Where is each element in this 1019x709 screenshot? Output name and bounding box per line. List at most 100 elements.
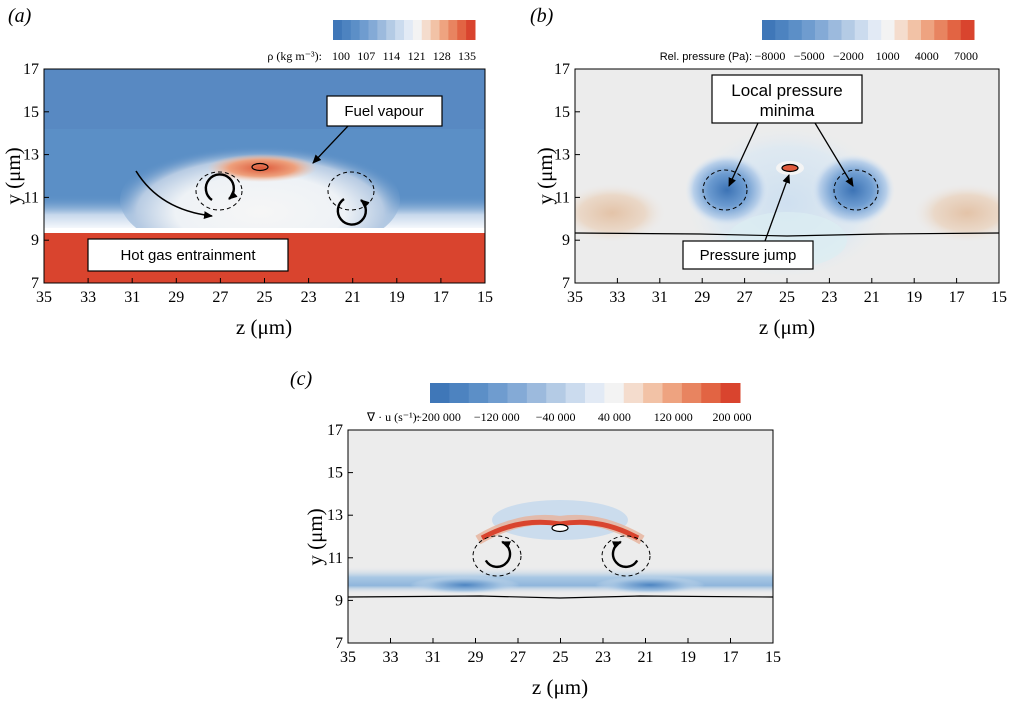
colorbar-tick-label: −200 000 — [415, 410, 461, 424]
x-tick-label: 21 — [345, 289, 361, 306]
colorbar-swatch — [720, 383, 741, 403]
x-tick-label: 27 — [510, 649, 526, 666]
x-tick-label: 25 — [257, 289, 273, 306]
colorbar-swatch — [368, 20, 378, 40]
colorbar-swatch — [775, 20, 789, 40]
colorbar-swatch — [457, 20, 467, 40]
colorbar-tick-label: 121 — [408, 49, 426, 63]
colorbar-tick-label: 1000 — [876, 49, 900, 63]
svg-text:minima: minima — [760, 101, 815, 120]
annotation-pressure-jump: Pressure jump — [682, 174, 814, 270]
colorbar-swatch — [386, 20, 396, 40]
y-tick-label: 17 — [554, 61, 570, 78]
x-tick-label: 27 — [737, 289, 753, 306]
colorbar-swatch — [934, 20, 948, 40]
x-tick-label: 33 — [383, 649, 399, 666]
colorbar-swatch — [466, 20, 476, 40]
colorbar-tick-label: 7000 — [954, 49, 978, 63]
x-tick-label: 35 — [36, 289, 52, 306]
x-tick-label: 31 — [124, 289, 140, 306]
colorbar-swatch — [439, 20, 449, 40]
x-tick-label: 25 — [779, 289, 795, 306]
x-tick-label: 33 — [609, 289, 625, 306]
colorbar-swatch — [815, 20, 829, 40]
x-axis-label: z (μm) — [759, 315, 815, 339]
colorbar-tick-label: −2000 — [833, 49, 864, 63]
annotation-local-pressure-minima: Local pressure minima — [711, 74, 863, 187]
colorbar-tick-label: 107 — [357, 49, 375, 63]
colorbar-swatch — [604, 383, 625, 403]
colorbar-swatch — [841, 20, 856, 40]
svg-text:y (μm): y (μm) — [1, 147, 25, 204]
colorbar-swatch — [359, 20, 369, 40]
colorbar-swatch — [701, 383, 722, 403]
colorbar-tick-label: 128 — [433, 49, 451, 63]
colorbar-swatch — [430, 383, 450, 403]
y-tick-label: 11 — [555, 189, 570, 206]
colorbar-swatch — [881, 20, 895, 40]
colorbar-tick-label: −5000 — [794, 49, 825, 63]
panel-c: (c) −200 000 −120 000 −40 000 40 000 120 000… — [290, 368, 781, 699]
x-tick-label: 17 — [723, 649, 739, 666]
colorbar-swatch — [395, 20, 405, 40]
colorbar-swatch — [960, 20, 975, 40]
panel-b: (b) −8000 −5000 −2000 1000 4000 7000 Rel. pre… — [530, 5, 1007, 339]
panel-label: (c) — [290, 368, 313, 390]
panel-label: (a) — [8, 5, 32, 27]
colorbar-tick-label: 4000 — [915, 49, 939, 63]
annotation-fuel-vapour: Fuel vapour — [312, 95, 443, 164]
colorbar-swatch — [894, 20, 909, 40]
colorbar-swatch — [412, 20, 423, 40]
colorbar-label: ρ (kg m⁻³): — [267, 49, 322, 63]
colorbar-tick-label: 120 000 — [654, 410, 693, 424]
colorbar-swatch — [681, 383, 702, 403]
colorbar-swatch — [430, 20, 440, 40]
colorbar-tick-label: 100 — [332, 49, 350, 63]
svg-text:z (μm): z (μm) — [759, 315, 815, 339]
x-axis-label: z (μm) — [236, 315, 292, 339]
y-tick-label: 11 — [24, 189, 39, 206]
colorbar-swatch — [907, 20, 922, 40]
colorbar-tick-label: −8000 — [755, 49, 786, 63]
x-tick-label: 23 — [301, 289, 317, 306]
colorbar-swatch — [404, 20, 414, 40]
y-tick-label: 13 — [327, 507, 343, 524]
x-tick-label: 29 — [694, 289, 710, 306]
y-axis-label: y (μm) — [303, 508, 327, 565]
colorbar-swatch — [526, 383, 547, 403]
y-tick-label: 15 — [554, 104, 570, 121]
x-tick-label: 31 — [425, 649, 441, 666]
x-tick-label: 21 — [864, 289, 880, 306]
colorbar-swatch — [448, 20, 458, 40]
colorbar-tick-label: 135 — [458, 49, 476, 63]
svg-text:Fuel vapour: Fuel vapour — [344, 103, 423, 120]
colorbar-swatch — [762, 20, 776, 40]
y-axis-label: y (μm) — [533, 147, 557, 204]
x-axis-label: z (μm) — [532, 675, 588, 699]
x-tick-label: 17 — [433, 289, 449, 306]
colorbar: −200 000 −120 000 −40 000 40 000 120 000 200 … — [366, 383, 752, 424]
colorbar: 100 107 114 121 128 135 ρ (kg m⁻³): — [267, 20, 476, 63]
y-tick-label: 7 — [335, 635, 343, 652]
svg-text:y (μm): y (μm) — [303, 508, 327, 565]
colorbar-label: Rel. pressure (Pa): — [660, 51, 752, 63]
x-tick-label: 35 — [340, 649, 356, 666]
colorbar-swatch — [421, 20, 432, 40]
colorbar-swatch — [546, 383, 567, 403]
colorbar-label: ∇ · u (s⁻¹): — [366, 410, 420, 424]
colorbar-swatch — [585, 383, 605, 403]
svg-text:z (μm): z (μm) — [236, 315, 292, 339]
colorbar-swatch — [868, 20, 882, 40]
colorbar-swatch — [828, 20, 842, 40]
x-tick-label: 23 — [821, 289, 837, 306]
x-tick-label: 19 — [906, 289, 922, 306]
svg-text:Local pressure: Local pressure — [731, 81, 843, 100]
colorbar: −8000 −5000 −2000 1000 4000 7000 Rel. pressur… — [660, 20, 978, 63]
x-tick-label: 29 — [168, 289, 184, 306]
y-tick-label: 13 — [23, 147, 39, 164]
x-tick-label: 33 — [80, 289, 96, 306]
colorbar-tick-label: −40 000 — [536, 410, 576, 424]
colorbar-swatch — [333, 20, 343, 40]
y-tick-label: 7 — [31, 275, 39, 292]
